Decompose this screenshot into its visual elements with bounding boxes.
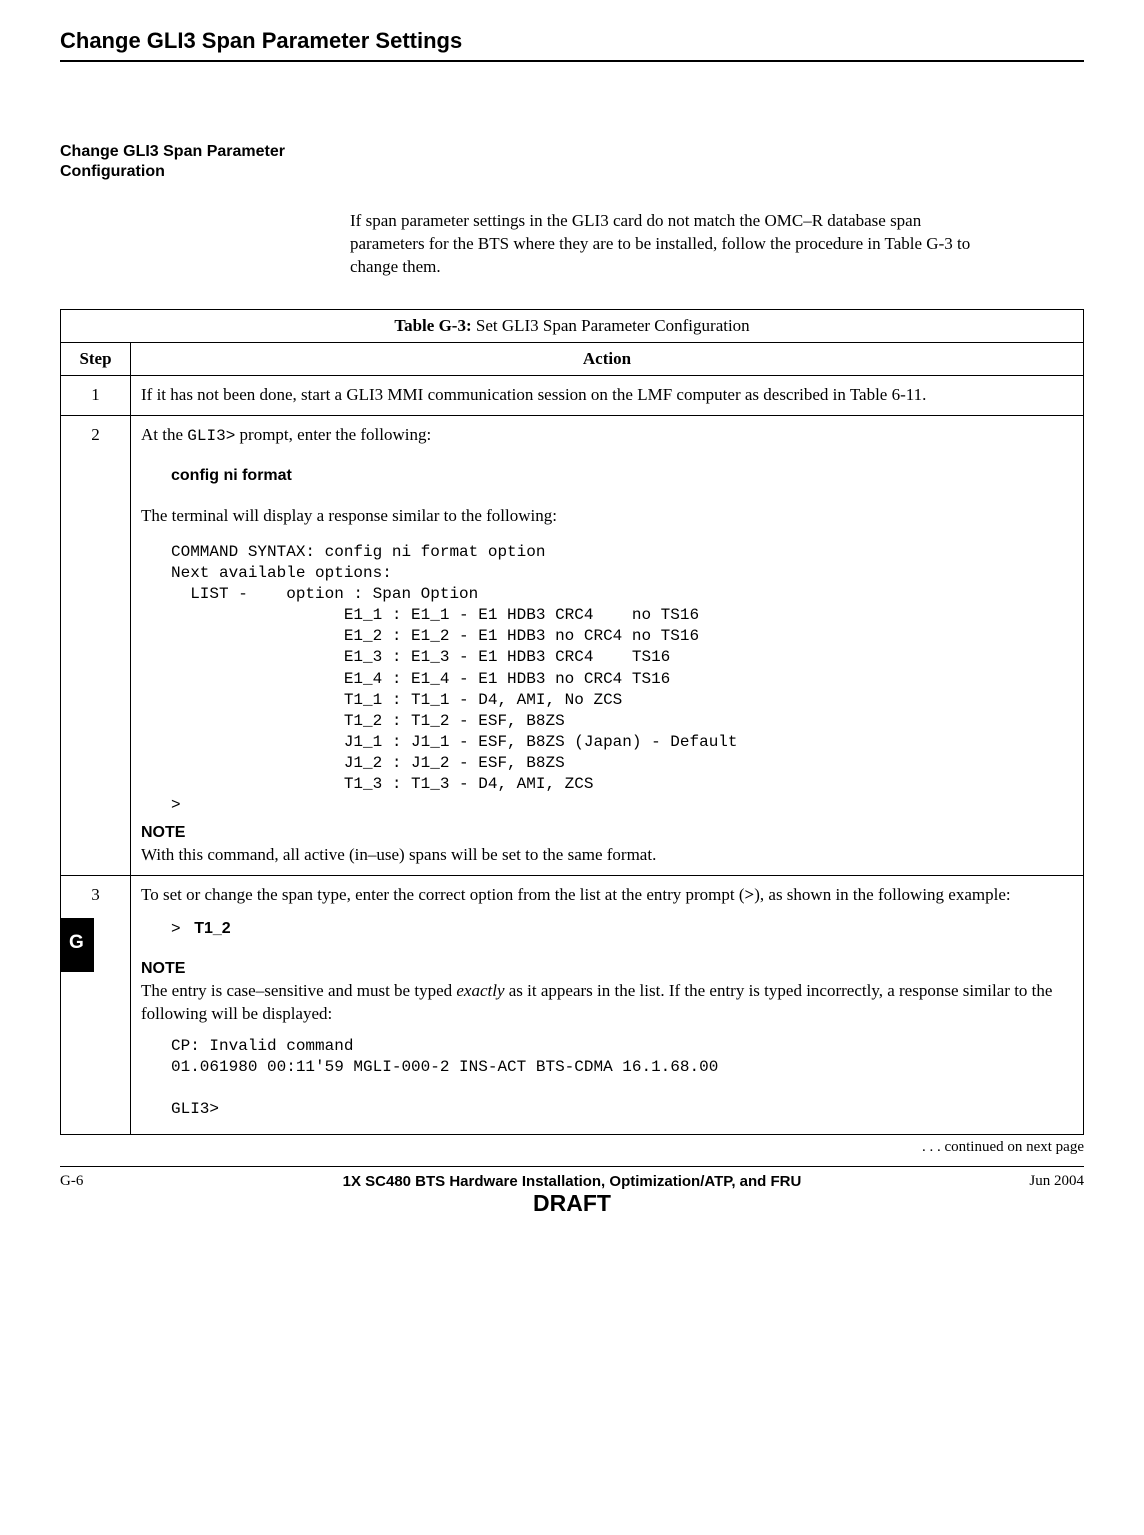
terminal-output: COMMAND SYNTAX: config ni format option … (171, 542, 1073, 816)
error-output: CP: Invalid command 01.061980 00:11'59 M… (171, 1036, 1073, 1120)
header-action: Action (131, 342, 1084, 375)
side-tab: G (60, 918, 94, 972)
note-text: The entry is case–sensitive and must be … (141, 980, 1073, 1026)
action-text: If it has not been done, start a GLI3 MM… (141, 385, 926, 404)
table-caption: Table G-3: Set GLI3 Span Parameter Confi… (61, 309, 1084, 342)
action-cell: To set or change the span type, enter th… (131, 875, 1084, 1134)
side-tab-letter: G (69, 932, 84, 954)
note-text: With this command, all active (in–use) s… (141, 844, 1073, 867)
step-number: 2 (61, 415, 131, 875)
footer-page-number: G-6 (60, 1173, 180, 1190)
note-label: NOTE (141, 958, 1073, 980)
page-title: Change GLI3 Span Parameter Settings (60, 28, 1084, 54)
prompt-code: GLI3> (187, 427, 235, 445)
step-number: 3 (61, 875, 131, 1134)
note-label: NOTE (141, 822, 1073, 844)
table-row: 1 If it has not been done, start a GLI3 … (61, 375, 1084, 415)
page: G Change GLI3 Span Parameter Settings Ch… (60, 28, 1084, 1217)
response-intro: The terminal will display a response sim… (141, 505, 1073, 528)
footer-draft: DRAFT (180, 1190, 964, 1217)
title-rule (60, 60, 1084, 62)
command-entry: config ni format (171, 465, 1073, 487)
action-cell: At the GLI3> prompt, enter the following… (131, 415, 1084, 875)
footer-rule (60, 1166, 1084, 1167)
caption-label: Table G-3: (394, 316, 471, 335)
example-prompt: > (171, 920, 190, 938)
page-footer: G-6 1X SC480 BTS Hardware Installation, … (60, 1173, 1084, 1217)
step-number: 1 (61, 375, 131, 415)
table-row: 2 At the GLI3> prompt, enter the followi… (61, 415, 1084, 875)
procedure-table: Table G-3: Set GLI3 Span Parameter Confi… (60, 309, 1084, 1135)
table-row: 3 To set or change the span type, enter … (61, 875, 1084, 1134)
caption-text: Set GLI3 Span Parameter Configuration (472, 316, 750, 335)
action-cell: If it has not been done, start a GLI3 MM… (131, 375, 1084, 415)
intro-text: To set or change the span type, enter th… (141, 885, 1011, 904)
intro-paragraph: If span parameter settings in the GLI3 c… (350, 210, 990, 279)
example-value: T1_2 (194, 920, 230, 937)
section-heading: Change GLI3 Span ParameterConfiguration (60, 142, 340, 182)
example-entry-line: > T1_2 (171, 917, 1073, 941)
header-step: Step (61, 342, 131, 375)
prompt-text: At the GLI3> prompt, enter the following… (141, 425, 431, 444)
continued-label: . . . continued on next page (60, 1139, 1084, 1156)
footer-center: 1X SC480 BTS Hardware Installation, Opti… (180, 1173, 964, 1217)
footer-date: Jun 2004 (964, 1173, 1084, 1190)
